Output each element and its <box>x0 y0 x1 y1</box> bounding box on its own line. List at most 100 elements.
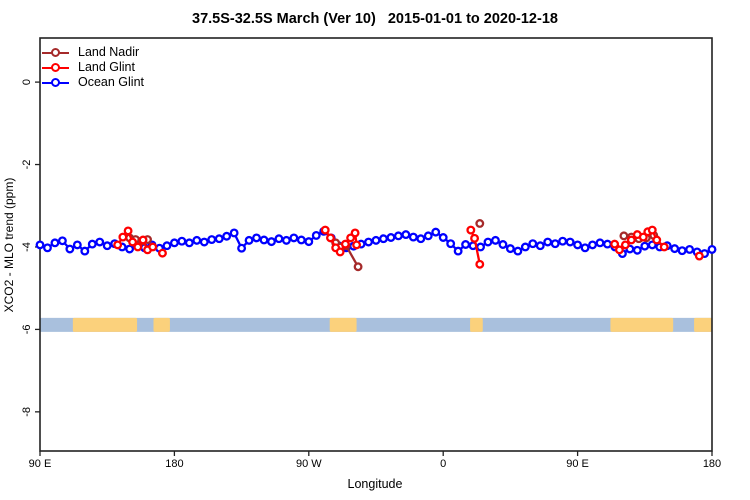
ocean-glint-point <box>125 244 135 254</box>
ocean-glint-point <box>214 234 224 244</box>
land-glint-point <box>647 225 657 235</box>
land-glint-point <box>133 242 143 252</box>
ocean-glint-point <box>670 244 680 254</box>
ocean-glint-point <box>446 239 456 249</box>
land-glint-point <box>350 228 360 238</box>
land-glint-point <box>128 237 138 247</box>
land-glint-point <box>335 247 345 257</box>
ocean-glint-point <box>50 238 60 248</box>
ocean-glint-point <box>476 242 485 252</box>
land-glint-point <box>638 232 648 242</box>
land-glint-point <box>475 259 485 269</box>
x-axis-label: Longitude <box>347 477 403 491</box>
ocean-glint-point <box>304 237 314 247</box>
ocean-glint-point <box>43 243 52 253</box>
land-glint-point <box>340 239 350 249</box>
legend-item-ocean-glint: Ocean Glint <box>42 75 144 90</box>
ocean-glint-point <box>431 227 441 237</box>
y-tick-label: -2 <box>21 160 33 170</box>
ocean-glint-point <box>371 235 381 245</box>
ocean-glint-point <box>543 237 553 247</box>
land-glint-point <box>466 225 476 235</box>
ocean-glint-point <box>677 246 687 256</box>
legend-label: Ocean Glint <box>78 75 145 89</box>
ocean-glint-point <box>281 235 291 245</box>
ocean-glint-point <box>580 243 590 253</box>
ocean-glint-point <box>558 236 568 246</box>
ocean-glint-point <box>267 237 276 247</box>
ocean-glint-point <box>311 230 321 240</box>
map-strip-land-patch <box>329 317 357 332</box>
ocean-glint-point <box>80 246 90 256</box>
land-glint-point <box>138 235 148 245</box>
ocean-glint-point <box>520 242 530 252</box>
map-strip-ocean <box>40 317 712 332</box>
y-tick-label: -6 <box>21 325 33 335</box>
ocean-glint-point <box>707 244 717 254</box>
ocean-glint-point <box>379 234 388 244</box>
land-glint-point <box>614 245 624 255</box>
ocean-glint-point <box>162 241 172 251</box>
land-glint-point <box>113 240 123 250</box>
land-glint-dot <box>51 63 60 72</box>
land-nadir-point <box>475 219 485 228</box>
land-glint-point <box>123 226 133 236</box>
land-glint-point <box>158 248 167 258</box>
ocean-glint-marker-icon <box>42 78 69 87</box>
ocean-glint-point <box>588 240 597 250</box>
y-tick-label: -4 <box>21 242 33 252</box>
ocean-glint-point <box>364 237 373 247</box>
y-tick-label: 0 <box>21 79 33 85</box>
land-glint-point <box>652 235 662 245</box>
ocean-glint-point <box>169 238 179 248</box>
ocean-glint-dot <box>51 78 60 87</box>
land-glint-point <box>659 242 669 252</box>
land-glint-point <box>118 232 128 242</box>
land-glint-point <box>694 251 704 261</box>
land-glint-point <box>320 225 330 235</box>
legend: Land Nadir Land Glint Ocean Glint <box>42 45 144 90</box>
x-tick-label: 180 <box>703 458 721 470</box>
ocean-glint-point <box>274 234 284 244</box>
ocean-glint-point <box>550 239 560 249</box>
land-nadir-dot <box>51 48 60 57</box>
ocean-glint-point <box>595 238 605 248</box>
legend-item-land-glint: Land Glint <box>42 60 144 75</box>
ocean-glint-point <box>87 239 97 249</box>
ocean-glint-point <box>505 244 515 254</box>
chart-title: 37.5S-32.5S March (Ver 10) 2015-01-01 to… <box>192 11 558 27</box>
ocean-glint-point <box>386 233 396 242</box>
ocean-glint-point <box>416 234 426 244</box>
ocean-glint-point <box>438 233 448 242</box>
ocean-glint-point <box>423 231 433 241</box>
land-glint-marker-icon <box>42 63 69 72</box>
ocean-glint-point <box>102 241 112 251</box>
map-strip-land-patch <box>470 317 483 332</box>
map-strip-land-patch <box>610 317 674 332</box>
ocean-glint-point <box>640 241 650 251</box>
legend-item-land-nadir: Land Nadir <box>42 45 144 60</box>
land-glint-point <box>610 239 620 249</box>
x-tick-label: 90 W <box>296 458 322 470</box>
ocean-glint-point <box>685 244 695 254</box>
ocean-glint-point <box>222 231 232 241</box>
ocean-glint-point <box>513 246 523 256</box>
ocean-glint-point <box>229 228 239 238</box>
ocean-glint-point <box>259 235 269 245</box>
ocean-glint-point <box>244 235 254 245</box>
ocean-glint-point <box>401 230 411 240</box>
ocean-glint-point <box>603 239 612 249</box>
land-glint-point <box>620 240 630 250</box>
ocean-glint-point <box>199 237 209 247</box>
ocean-glint-point <box>177 236 187 246</box>
land-nadir-point <box>619 231 629 241</box>
legend-label: Land Glint <box>78 60 135 74</box>
ocean-glint-point <box>72 240 82 250</box>
ocean-glint-point <box>528 239 538 249</box>
ocean-glint-point <box>393 231 403 241</box>
ocean-glint-point <box>184 238 194 248</box>
ocean-glint-point <box>573 240 583 250</box>
x-tick-label: 180 <box>165 458 183 470</box>
land-glint-point <box>352 240 362 250</box>
